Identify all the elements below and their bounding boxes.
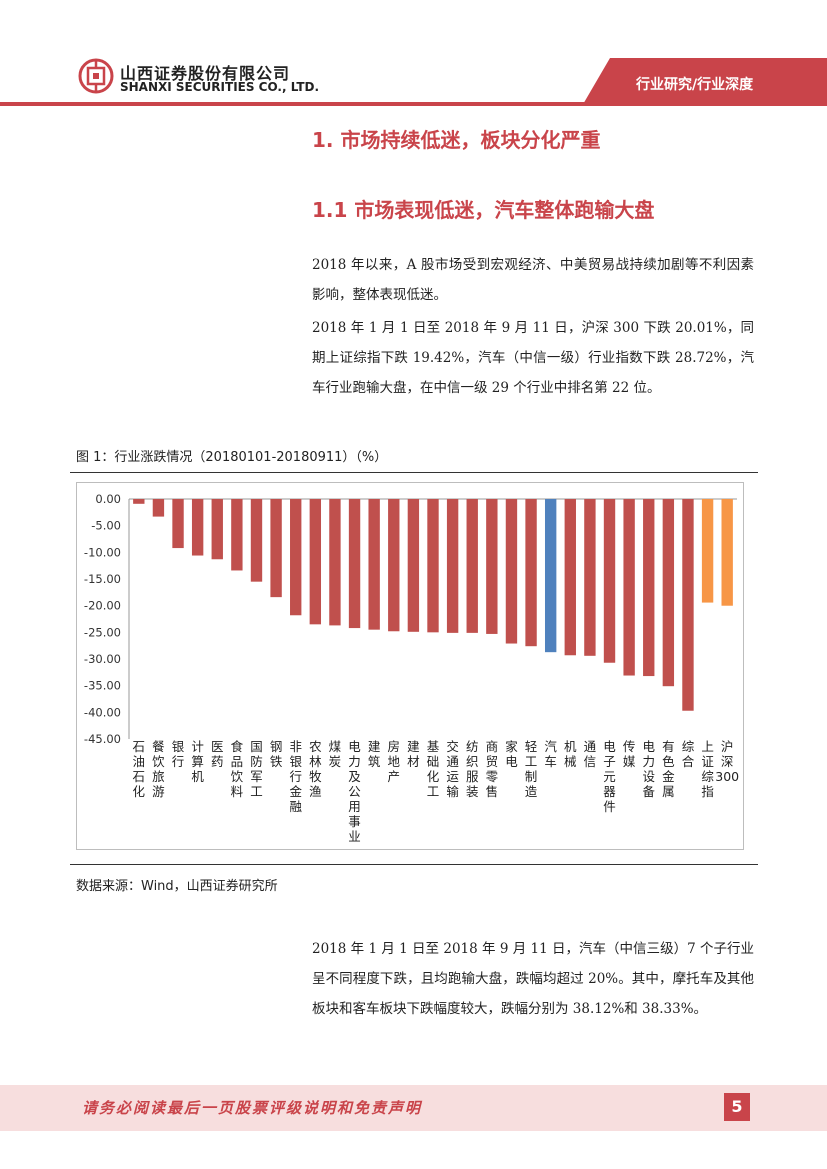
- x-tick-label: 家电: [505, 739, 518, 769]
- bar: [250, 499, 263, 582]
- x-tick-label: 电力及公用事业: [348, 739, 361, 844]
- y-tick-label: -35.00: [84, 679, 121, 693]
- paragraph-3: 2018 年 1 月 1 日至 2018 年 9 月 11 日，汽车（中信三级）…: [312, 941, 754, 1017]
- y-tick-label: 0.00: [95, 492, 121, 506]
- y-tick-label: -15.00: [84, 572, 121, 586]
- bar: [388, 499, 400, 632]
- bar: [152, 499, 165, 517]
- header-divider: [0, 102, 827, 106]
- x-tick-label: 有色金属: [662, 739, 675, 799]
- company-name-en: SHANXI SECURITIES CO., LTD.: [120, 80, 320, 94]
- page-number: 5: [724, 1093, 750, 1121]
- bar: [329, 499, 341, 626]
- bar: [172, 499, 184, 549]
- x-tick-label: 石油石化: [133, 739, 146, 799]
- bar: [486, 499, 498, 634]
- company-name-cn: 山西证券股份有限公司: [120, 64, 291, 83]
- x-tick-label: 机械: [564, 739, 577, 769]
- x-tick-label: 银行: [172, 739, 185, 769]
- x-tick-label: 交通运输: [446, 739, 459, 799]
- bar: [682, 499, 694, 711]
- figure-top-rule: [70, 472, 758, 473]
- x-tick-label: 餐饮旅游: [152, 739, 165, 799]
- footer-disclaimer: 请务必阅读最后一页股票评级说明和免责声明: [82, 1099, 423, 1117]
- x-tick-label: 建筑: [368, 739, 381, 769]
- y-tick-label: -10.00: [84, 545, 121, 559]
- x-tick-label: 非银行金融: [289, 739, 302, 814]
- bar: [701, 499, 714, 603]
- x-tick-label: 计算机: [191, 739, 204, 784]
- bar: [584, 499, 596, 656]
- x-tick-label: 钢铁: [270, 739, 283, 769]
- x-tick-label: 医药: [211, 739, 224, 769]
- y-tick-label: -20.00: [84, 599, 121, 613]
- header-tab-shape: [582, 58, 827, 106]
- bar: [407, 499, 420, 632]
- x-tick-label: 房地产: [388, 739, 401, 784]
- bar: [348, 499, 361, 629]
- x-tick-label: 沪深 300: [715, 739, 739, 784]
- y-tick-label: -45.00: [84, 732, 121, 746]
- x-tick-label: 上证综指: [701, 739, 714, 799]
- x-tick-label: 商贸零售: [486, 739, 499, 799]
- company-logo-icon: [78, 58, 114, 94]
- bar: [309, 499, 322, 625]
- bar: [544, 499, 557, 653]
- bar: [211, 499, 223, 560]
- bar: [290, 499, 302, 616]
- bar: [505, 499, 518, 644]
- x-tick-label: 综合: [682, 739, 695, 769]
- bar: [564, 499, 576, 656]
- bar: [133, 499, 145, 504]
- figure-source: 数据来源：Wind，山西证券研究所: [76, 879, 278, 894]
- x-tick-label: 食品饮料: [231, 739, 244, 799]
- bar: [368, 499, 380, 630]
- bar: [662, 499, 675, 687]
- bar: [446, 499, 459, 633]
- figure-bottom-rule: [70, 864, 758, 865]
- x-tick-label: 基础化工: [427, 739, 440, 799]
- paragraph-1: 2018 年以来，A 股市场受到宏观经济、中美贸易战持续加剧等不利因素影响，整体…: [312, 257, 754, 303]
- x-tick-label: 汽车: [544, 739, 557, 769]
- x-tick-label: 电力设备: [642, 739, 655, 799]
- x-tick-label: 煤炭: [329, 739, 342, 769]
- bar: [231, 499, 243, 571]
- bar: [191, 499, 204, 556]
- chart-container: 0.00 -5.00 -10.00 -15.00 -20.00 -25.00 -30.00 -…: [76, 482, 744, 850]
- section-heading: 1. 市场持续低迷，板块分化严重: [312, 128, 601, 152]
- x-tick-label: 农林牧渔: [309, 739, 322, 799]
- page-header: 山西证券股份有限公司 SHANXI SECURITIES CO., LTD. 行…: [0, 0, 827, 110]
- bar: [270, 499, 282, 598]
- x-tick-label: 建材: [407, 739, 420, 769]
- paragraph-2: 2018 年 1 月 1 日至 2018 年 9 月 11 日，沪深 300 下…: [312, 320, 754, 396]
- x-tick-label: 国防军工: [250, 739, 263, 799]
- bar: [623, 499, 635, 676]
- bar: [603, 499, 616, 663]
- footer-band: [0, 1085, 827, 1131]
- x-tick-label: 传媒: [623, 739, 636, 769]
- bar: [721, 499, 733, 606]
- bar: [525, 499, 537, 647]
- bar: [643, 499, 655, 677]
- report-category: 行业研究/行业深度: [636, 77, 754, 93]
- bar-chart: 0.00 -5.00 -10.00 -15.00 -20.00 -25.00 -30.00 -…: [84, 492, 739, 844]
- x-tick-label: 通信: [584, 739, 597, 769]
- bar: [466, 499, 478, 633]
- figure-title: 图 1：行业涨跌情况（20180101-20180911）（%）: [76, 450, 388, 465]
- bar: [427, 499, 439, 633]
- y-tick-label: -40.00: [84, 705, 121, 719]
- y-tick-label: -25.00: [84, 625, 121, 639]
- y-tick-label: -30.00: [84, 652, 121, 666]
- x-tick-label: 轻工制造: [525, 739, 538, 799]
- subsection-heading: 1.1 市场表现低迷，汽车整体跑输大盘: [312, 198, 655, 222]
- y-tick-label: -5.00: [91, 519, 121, 533]
- x-tick-label: 电子元器件: [603, 739, 616, 814]
- x-tick-label: 纺织服装: [466, 739, 479, 799]
